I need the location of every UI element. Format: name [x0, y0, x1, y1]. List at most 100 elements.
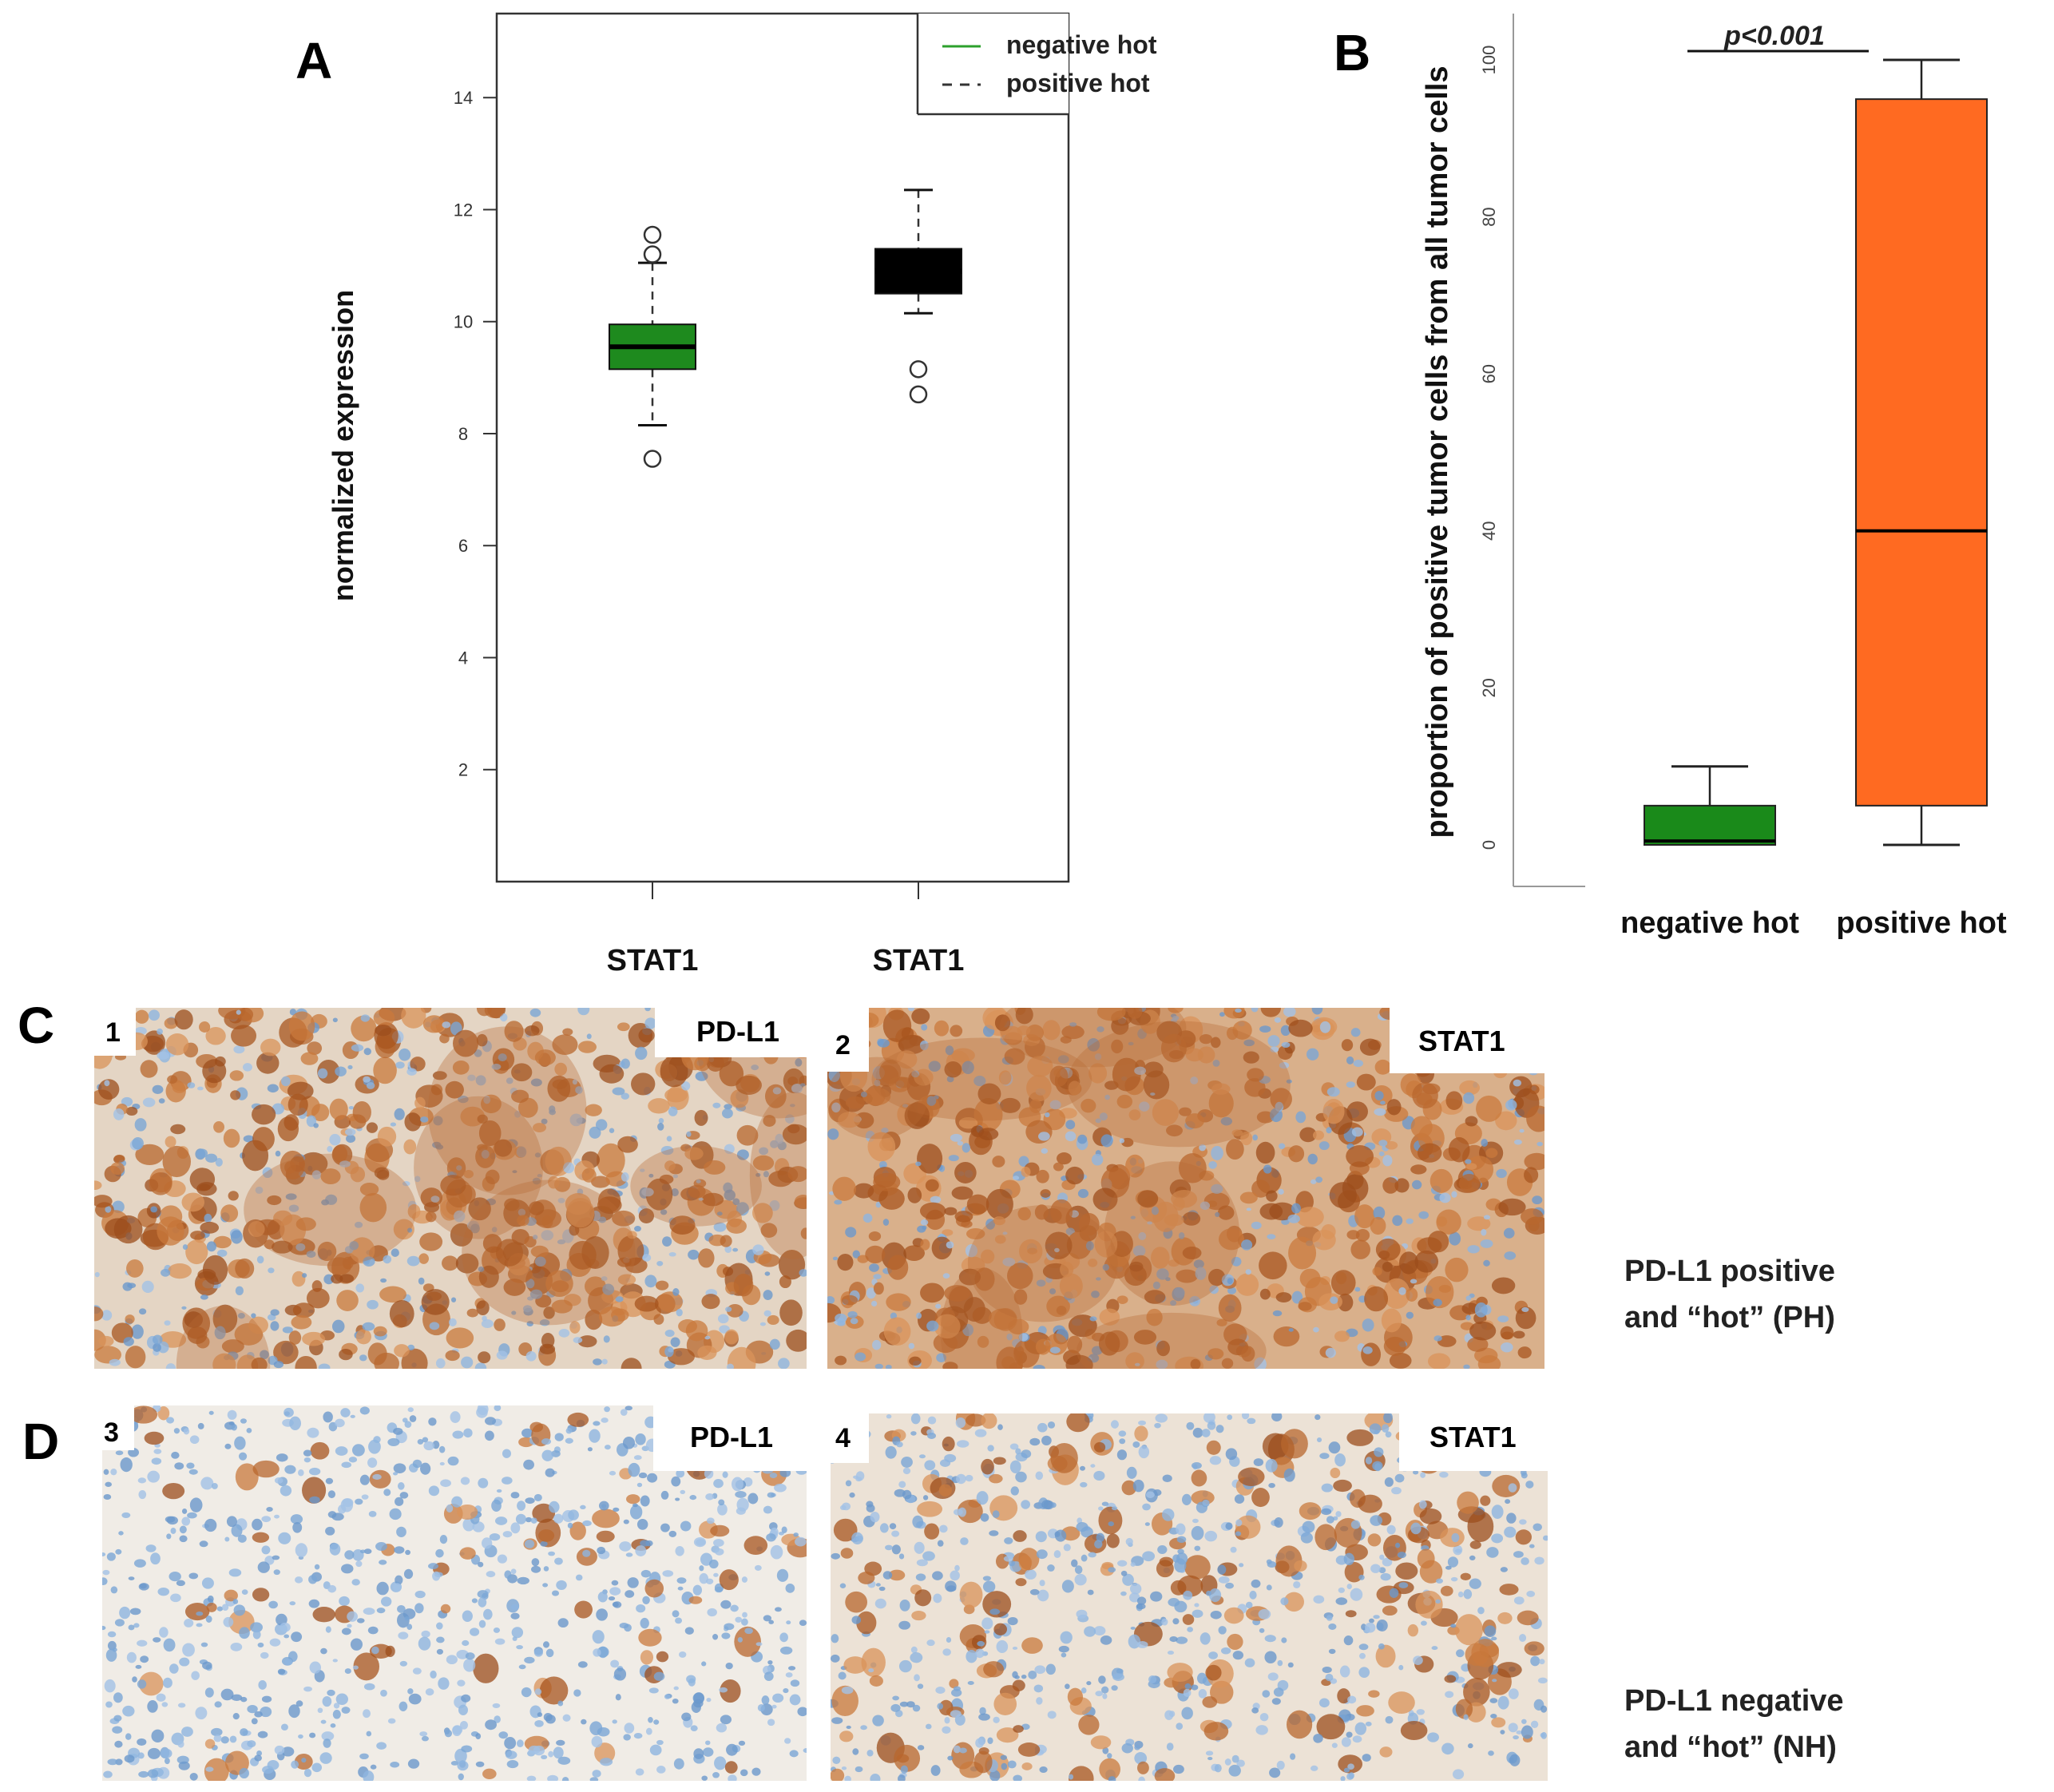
stained-cell — [1426, 1275, 1454, 1309]
stained-cell — [149, 1172, 172, 1195]
stained-cell — [1465, 1116, 1478, 1127]
nucleus — [221, 1604, 229, 1612]
nucleus — [689, 1495, 697, 1501]
nucleus — [1220, 1116, 1233, 1126]
nucleus — [404, 1421, 412, 1428]
nucleus — [1170, 1300, 1177, 1306]
nucleus — [1208, 1161, 1217, 1169]
nucleus — [982, 1576, 992, 1581]
nucleus — [1148, 1675, 1157, 1683]
nucleus — [126, 1651, 137, 1663]
stained-cell — [369, 1469, 391, 1489]
stained-cell — [837, 1253, 854, 1271]
nucleus — [1542, 1535, 1548, 1541]
nucleus — [1326, 1127, 1332, 1134]
stained-cell — [377, 1126, 397, 1147]
nucleus — [573, 1337, 583, 1343]
nucleus — [389, 1508, 402, 1520]
nucleus — [879, 1523, 889, 1533]
nucleus — [139, 1308, 147, 1315]
nucleus — [726, 1363, 735, 1369]
nucleus — [406, 1068, 417, 1076]
stained-cell — [1312, 1130, 1325, 1140]
stained-cell — [898, 1034, 926, 1054]
nucleus — [277, 1668, 286, 1675]
nucleus — [1112, 1506, 1118, 1511]
nucleus — [227, 1409, 237, 1420]
nucleus — [187, 1082, 196, 1088]
nucleus — [121, 1512, 131, 1518]
nucleus — [532, 1177, 541, 1185]
nucleus — [200, 1477, 214, 1490]
stained-cell — [223, 1128, 240, 1148]
nucleus — [924, 1460, 936, 1471]
stained-cell — [140, 1060, 158, 1078]
nucleus — [1436, 1578, 1443, 1584]
nucleus — [181, 1516, 191, 1526]
stained-cell — [685, 1320, 708, 1342]
stained-cell — [167, 1075, 178, 1084]
nucleus — [718, 1499, 725, 1506]
stained-cell — [724, 1329, 739, 1345]
nucleus — [362, 1322, 375, 1331]
nucleus — [428, 1485, 440, 1497]
nucleus — [112, 1200, 125, 1214]
nucleus — [399, 1660, 408, 1667]
nucleus — [1096, 1532, 1105, 1543]
nucleus — [1192, 1609, 1203, 1618]
nucleus — [1435, 1599, 1441, 1604]
nucleus — [458, 1773, 464, 1781]
nucleus — [732, 1198, 740, 1206]
stained-cell — [1066, 1231, 1092, 1259]
stained-cell — [1312, 1229, 1336, 1251]
nucleus — [635, 1433, 646, 1445]
nucleus — [554, 1433, 564, 1441]
nucleus — [159, 1627, 169, 1638]
nucleus — [951, 1688, 962, 1697]
nucleus — [368, 1511, 377, 1517]
stained-cell — [181, 1192, 205, 1212]
nucleus — [237, 1312, 245, 1319]
nucleus — [672, 1288, 680, 1296]
nucleus — [799, 1083, 806, 1087]
nucleus — [345, 1128, 356, 1136]
stained-cell — [669, 1215, 696, 1235]
stained-cell — [184, 1603, 210, 1621]
nucleus — [906, 1701, 915, 1708]
nucleus — [1054, 1247, 1060, 1253]
nucleus — [161, 1748, 172, 1758]
nucleus — [1374, 1091, 1384, 1101]
stained-cell — [1440, 1585, 1453, 1596]
nucleus — [803, 1748, 807, 1754]
nucleus — [189, 1772, 198, 1781]
panel-a-x-axis: STAT1 STAT1 — [607, 882, 964, 977]
nucleus — [491, 1499, 502, 1512]
nucleus — [537, 1174, 542, 1178]
stained-cell — [302, 1477, 327, 1504]
nucleus — [1120, 1570, 1128, 1576]
stained-cell — [1013, 1530, 1027, 1542]
stained-cell — [295, 1355, 317, 1369]
nucleus — [1251, 1008, 1259, 1013]
nucleus — [1219, 1012, 1225, 1017]
stained-cell — [581, 1168, 597, 1183]
stained-cell — [1273, 1326, 1300, 1347]
nucleus — [910, 1646, 918, 1654]
nucleus — [1449, 1231, 1461, 1246]
nucleus — [1286, 1079, 1292, 1084]
nucleus — [657, 1123, 664, 1131]
nucleus — [1015, 1471, 1027, 1483]
nucleus — [281, 1076, 291, 1087]
nucleus — [1540, 1705, 1548, 1713]
nucleus — [874, 1598, 886, 1609]
nucleus — [1068, 1774, 1074, 1780]
nucleus — [939, 1524, 948, 1533]
stained-cell — [1389, 1352, 1412, 1369]
nucleus — [376, 1742, 387, 1750]
nucleus — [390, 1122, 397, 1127]
stained-cell — [840, 1548, 854, 1559]
nucleus — [134, 1118, 147, 1132]
nucleus — [642, 1254, 652, 1262]
nucleus — [789, 1750, 799, 1758]
nucleus — [141, 1280, 154, 1293]
